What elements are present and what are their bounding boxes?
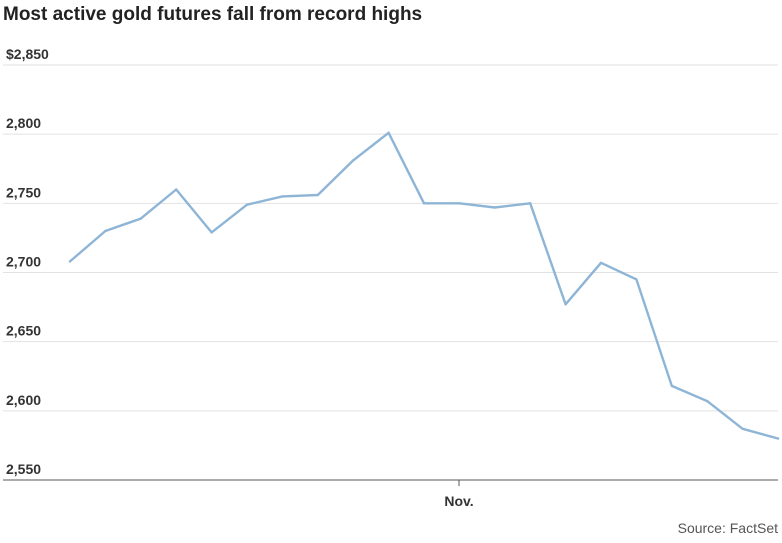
source-note: Source: FactSet	[678, 520, 778, 536]
data-point	[139, 217, 142, 220]
y-tick-label: 2,600	[6, 392, 41, 408]
y-axis-tick-labels: $2,850 2,800 2,750 2,700 2,650 2,600 2,550	[6, 46, 49, 477]
data-point	[776, 437, 780, 440]
data-point	[281, 195, 284, 198]
data-point	[387, 131, 390, 134]
series-line	[68, 131, 780, 440]
chart-title: Most active gold futures fall from recor…	[3, 4, 423, 25]
series-group	[68, 131, 780, 440]
data-point	[670, 384, 673, 388]
data-point	[493, 206, 496, 209]
data-point	[352, 159, 355, 162]
data-point	[104, 229, 107, 233]
data-point	[245, 203, 249, 206]
data-point	[741, 427, 744, 430]
data-point	[422, 202, 426, 205]
y-tick-label: 2,550	[6, 461, 41, 477]
y-tick-label: 2,750	[6, 184, 41, 200]
data-point	[599, 261, 603, 264]
data-point	[529, 202, 532, 205]
data-point	[458, 202, 461, 205]
y-tick-label: 2,700	[6, 254, 41, 270]
y-tick-label: $2,850	[6, 46, 49, 62]
data-point	[564, 303, 567, 306]
y-tick-label: 2,800	[6, 115, 41, 131]
x-axis-ticks: Nov.	[444, 480, 474, 509]
data-point	[68, 260, 72, 263]
data-point	[175, 188, 178, 191]
y-tick-label: 2,650	[6, 323, 41, 339]
x-tick-label: Nov.	[444, 493, 473, 509]
data-point	[316, 193, 319, 197]
data-point	[210, 231, 213, 234]
data-point	[635, 278, 638, 281]
data-point	[706, 399, 709, 403]
